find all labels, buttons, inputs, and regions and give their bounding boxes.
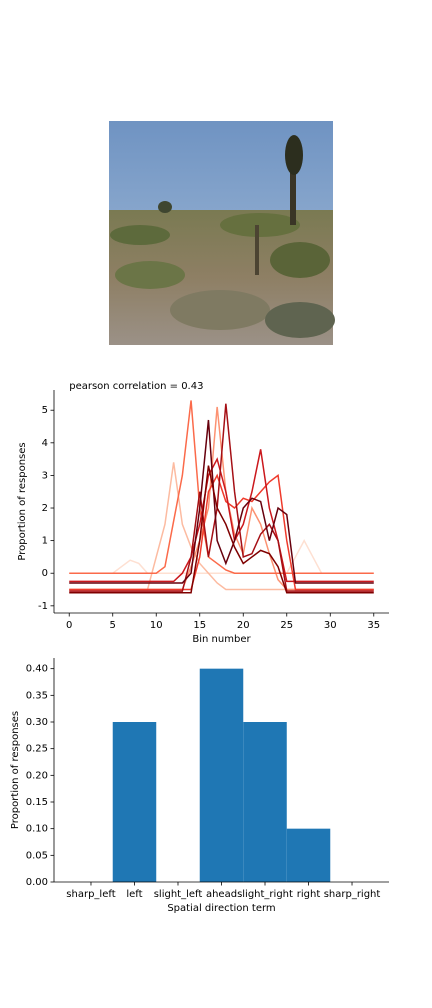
y-tick-label: 0.35 bbox=[26, 690, 48, 701]
x-tick-label: 15 bbox=[193, 620, 206, 631]
x-tick-label: 30 bbox=[324, 620, 337, 631]
y-axis-label: Proportion of responses bbox=[10, 711, 21, 829]
x-tick-label: slight_right bbox=[237, 889, 293, 900]
bar bbox=[112, 722, 157, 882]
x-tick-label: sharp_left bbox=[66, 889, 115, 900]
x-tick-label: 35 bbox=[367, 620, 380, 631]
y-tick-label: 0.05 bbox=[26, 850, 48, 861]
x-tick-label: 10 bbox=[150, 620, 163, 631]
y-axis-label: Proportion of responses bbox=[17, 442, 28, 560]
x-tick-label: right bbox=[297, 889, 321, 900]
x-tick-label: 25 bbox=[280, 620, 293, 631]
y-tick-label: 0.10 bbox=[26, 824, 48, 835]
x-tick-label: 0 bbox=[66, 620, 72, 631]
series-line bbox=[69, 400, 374, 574]
y-tick-label: 3 bbox=[42, 470, 48, 481]
bar bbox=[199, 668, 244, 882]
series-line bbox=[69, 473, 374, 591]
y-tick-label: -1 bbox=[38, 601, 48, 612]
y-tick-label: 1 bbox=[42, 536, 48, 547]
series-line bbox=[69, 419, 374, 584]
series-line bbox=[69, 403, 374, 592]
x-tick-label: 5 bbox=[110, 620, 116, 631]
x-axis-label: Spatial direction term bbox=[167, 903, 275, 914]
y-tick-label: 0.00 bbox=[26, 877, 48, 888]
series-line bbox=[69, 539, 374, 574]
x-tick-label: ahead bbox=[206, 889, 237, 900]
y-tick-label: 5 bbox=[42, 405, 48, 416]
y-tick-label: 0.15 bbox=[26, 797, 48, 808]
x-tick-label: sharp_right bbox=[324, 889, 381, 900]
y-tick-label: 4 bbox=[42, 438, 48, 449]
bar bbox=[286, 828, 331, 882]
series-line bbox=[69, 406, 374, 591]
y-tick-label: 0 bbox=[42, 568, 48, 579]
y-tick-label: 0.20 bbox=[26, 770, 48, 781]
series-line bbox=[69, 465, 374, 594]
y-tick-label: 2 bbox=[42, 503, 48, 514]
bar bbox=[243, 722, 287, 882]
y-tick-label: 0.25 bbox=[26, 744, 48, 755]
series-line bbox=[69, 449, 374, 583]
x-axis-label: Bin number bbox=[192, 634, 251, 645]
y-tick-label: 0.30 bbox=[26, 717, 48, 728]
chart-title: pearson correlation = 0.43 bbox=[69, 381, 203, 392]
x-tick-label: 20 bbox=[237, 620, 250, 631]
x-tick-label: slight_left bbox=[154, 889, 203, 900]
x-tick-label: left bbox=[126, 889, 142, 900]
photo bbox=[109, 121, 335, 345]
y-tick-label: 0.40 bbox=[26, 664, 48, 675]
series-line bbox=[69, 462, 374, 591]
